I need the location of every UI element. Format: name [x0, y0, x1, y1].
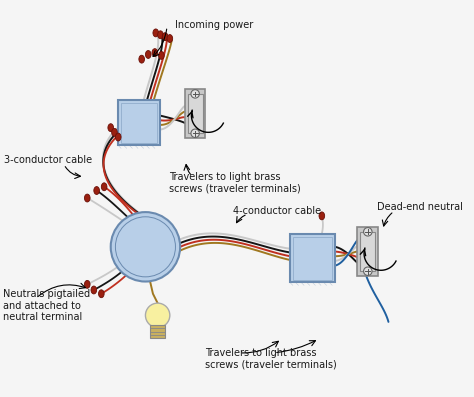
Bar	[188, 94, 203, 133]
Ellipse shape	[139, 55, 145, 63]
Bar	[150, 325, 165, 338]
Bar	[290, 234, 335, 283]
Ellipse shape	[84, 194, 90, 202]
Ellipse shape	[108, 124, 114, 131]
Circle shape	[191, 129, 200, 137]
Ellipse shape	[101, 183, 107, 191]
Text: Dead-end neutral: Dead-end neutral	[377, 202, 463, 212]
Text: Travelers to light brass
screws (traveler terminals): Travelers to light brass screws (travele…	[205, 348, 336, 370]
Text: 3-conductor cable: 3-conductor cable	[4, 156, 92, 166]
Circle shape	[364, 227, 372, 236]
Circle shape	[364, 267, 372, 276]
Circle shape	[191, 90, 200, 98]
Ellipse shape	[159, 52, 164, 59]
Ellipse shape	[115, 133, 121, 141]
Ellipse shape	[167, 35, 173, 42]
Text: Travelers to light brass
screws (traveler terminals): Travelers to light brass screws (travele…	[169, 172, 301, 193]
Text: Neutrals pigtailed
and attached to
neutral terminal: Neutrals pigtailed and attached to neutr…	[3, 289, 90, 322]
Ellipse shape	[319, 212, 325, 220]
Ellipse shape	[91, 286, 97, 294]
Circle shape	[111, 212, 180, 281]
Ellipse shape	[153, 29, 159, 37]
Ellipse shape	[158, 31, 163, 39]
Text: Incoming power: Incoming power	[174, 20, 253, 30]
Ellipse shape	[152, 49, 158, 56]
Bar	[360, 232, 375, 271]
Bar	[185, 89, 206, 138]
Ellipse shape	[146, 50, 151, 58]
Bar	[293, 237, 332, 279]
Bar	[118, 100, 160, 145]
Bar	[357, 227, 378, 276]
Ellipse shape	[94, 187, 100, 195]
Ellipse shape	[162, 33, 168, 40]
Ellipse shape	[84, 280, 90, 288]
Bar	[121, 103, 157, 143]
Ellipse shape	[112, 128, 117, 136]
Circle shape	[146, 303, 170, 328]
Ellipse shape	[99, 290, 104, 298]
Text: 4-conductor cable: 4-conductor cable	[233, 206, 321, 216]
